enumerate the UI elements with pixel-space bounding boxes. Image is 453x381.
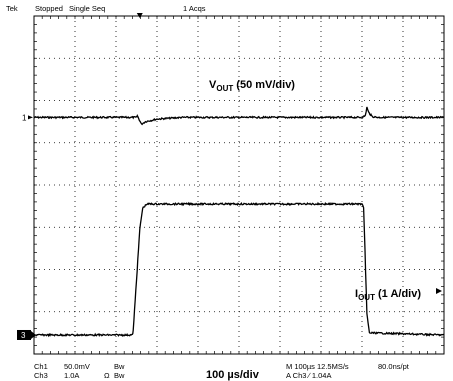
ch1-marker-arrow-icon bbox=[28, 115, 33, 120]
ch3-marker: 3 bbox=[21, 331, 26, 340]
ch3-marker-arrow-icon bbox=[31, 330, 36, 339]
brand-label: Tek bbox=[6, 4, 18, 13]
trigger-position-icon bbox=[136, 13, 143, 18]
timebase-info: M 100µs 12.5MS/s bbox=[286, 362, 349, 371]
trigger-info: A Ch3 ∕ 1.04A bbox=[286, 371, 332, 380]
ch3-scale: 1.0A bbox=[64, 371, 80, 380]
acquisition-state: Stopped bbox=[35, 4, 63, 13]
series-trace-2 bbox=[33, 201, 445, 338]
channel-markers: 13 bbox=[17, 113, 442, 340]
trace-labels: VOUT (50 mV/div) IOUT (1 A/div) bbox=[209, 79, 421, 302]
series-label-2: IOUT (1 A/div) bbox=[355, 288, 421, 302]
acquisition-mode: Single Seq bbox=[69, 4, 106, 13]
series-label-1: VOUT (50 mV/div) bbox=[209, 79, 295, 93]
ch3-name: Ch3 bbox=[34, 371, 48, 380]
graticule bbox=[33, 13, 445, 355]
waveform-traces bbox=[33, 106, 445, 338]
ch3-marker-box bbox=[17, 329, 31, 340]
ch3-bandwidth: Bᴡ bbox=[114, 371, 125, 380]
series-trace-1 bbox=[33, 106, 445, 126]
ch1-marker: 1 bbox=[22, 113, 27, 122]
acquisition-count: 1 Acqs bbox=[183, 4, 206, 13]
ch1-scale: 50.0mV bbox=[64, 362, 90, 371]
timebase-label: 100 µs/div bbox=[206, 369, 259, 381]
sample-resolution: 80.0ns/pt bbox=[378, 362, 409, 371]
ch3-impedance: Ω bbox=[104, 371, 110, 380]
ch1-bandwidth: Bᴡ bbox=[114, 362, 125, 371]
trigger-level-icon bbox=[436, 288, 442, 295]
ch1-name: Ch1 bbox=[34, 362, 48, 371]
